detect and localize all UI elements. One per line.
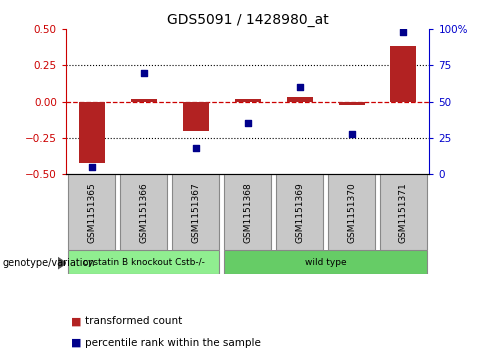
Text: GSM1151367: GSM1151367 [191,182,200,243]
Point [400,29,407,35]
Text: GSM1151370: GSM1151370 [347,182,356,243]
Text: ■: ■ [71,338,81,348]
Bar [183,102,209,131]
Point [244,121,252,126]
Bar [390,46,416,102]
Point [88,164,96,170]
Bar [224,250,427,274]
Point [296,84,304,90]
Point [140,70,148,76]
Bar [328,174,375,250]
Bar [172,174,219,250]
Text: GSM1151371: GSM1151371 [399,182,408,243]
Text: percentile rank within the sample: percentile rank within the sample [85,338,261,348]
Bar [380,174,427,250]
Text: GSM1151368: GSM1151368 [243,182,252,243]
Bar [276,174,323,250]
Point [347,131,355,136]
Bar [286,97,313,102]
Text: cystatin B knockout Cstb-/-: cystatin B knockout Cstb-/- [83,258,205,267]
Bar [68,250,219,274]
Text: GSM1151365: GSM1151365 [87,182,96,243]
Bar [68,174,115,250]
Text: GSM1151366: GSM1151366 [139,182,148,243]
Bar [79,102,105,163]
Point [192,145,200,151]
Text: wild type: wild type [305,258,346,267]
Bar [121,174,167,250]
Bar [235,99,261,102]
Text: genotype/variation: genotype/variation [2,258,95,268]
Bar [131,99,157,102]
Text: transformed count: transformed count [85,316,183,326]
Text: GSM1151369: GSM1151369 [295,182,304,243]
Text: ■: ■ [71,316,81,326]
Bar [224,174,271,250]
Polygon shape [58,257,66,269]
Title: GDS5091 / 1428980_at: GDS5091 / 1428980_at [167,13,328,26]
Bar [339,102,365,105]
